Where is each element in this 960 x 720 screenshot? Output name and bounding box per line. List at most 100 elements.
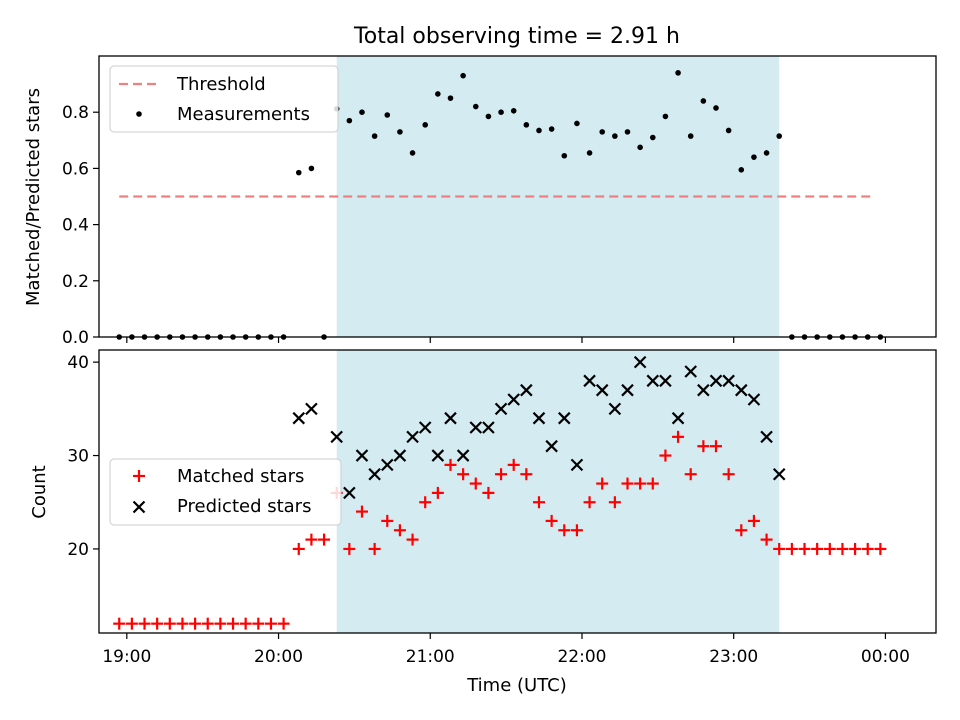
top-y-tick-label: 0.8 — [62, 103, 89, 123]
measurement-point — [384, 112, 391, 118]
top-x-ticks — [126, 337, 887, 343]
bottom-observing-window — [336, 350, 780, 633]
legend-measurements-label: Measurements — [177, 104, 310, 125]
top-y-tick-label: 0.2 — [62, 272, 89, 292]
measurement-point — [675, 70, 681, 76]
predicted-point-b — [633, 355, 647, 369]
predicted-point-b — [570, 458, 584, 472]
predicted-point — [393, 449, 407, 462]
bottom-legend-box — [109, 458, 342, 526]
matched-point — [113, 617, 126, 630]
measurement-point — [447, 95, 454, 101]
measurement-point — [397, 129, 403, 135]
predicted-point-b — [608, 402, 622, 416]
measurement-point — [359, 109, 365, 115]
measurement-point — [346, 117, 353, 124]
matched-point — [874, 542, 887, 555]
predicted-point — [292, 411, 306, 425]
bottom-y-axis-label: Count — [29, 465, 50, 518]
matched-point — [697, 440, 710, 453]
predicted-point — [380, 458, 394, 472]
measurement-point — [308, 165, 315, 172]
matched-point — [545, 514, 558, 527]
bottom-panel: 20 30 40 19:00 20:00 21:00 22:00 23:00 00:00 Co… — [29, 349, 937, 696]
measurement-point — [536, 127, 542, 134]
matched-point — [785, 542, 798, 555]
x-tick-label: 22:00 — [557, 647, 606, 667]
legend-matched-marker — [133, 470, 145, 482]
matched-point — [747, 514, 760, 527]
matched-point — [227, 617, 240, 630]
matched-point — [672, 430, 685, 443]
matched-point — [318, 533, 331, 546]
matched-point — [239, 617, 252, 630]
top-y-axis-label: Matched/Predicted stars — [23, 88, 44, 306]
predicted-point — [406, 430, 419, 444]
predicted-point-b — [545, 439, 558, 453]
predicted-point-b — [558, 411, 571, 425]
predicted-point-b — [406, 430, 419, 444]
predicted-point-b — [583, 374, 596, 388]
matched-point — [393, 524, 406, 537]
predicted-point-b — [747, 393, 761, 406]
matched-point — [151, 617, 164, 630]
bottom-y-tick-label: 40 — [67, 353, 89, 373]
predicted-point — [747, 393, 761, 406]
predicted-point-b — [456, 449, 470, 462]
predicted-point — [722, 374, 735, 388]
legend-matched-label: Matched stars — [177, 466, 304, 487]
matched-point — [861, 542, 874, 555]
predicted-point — [368, 467, 381, 481]
predicted-point-b — [292, 411, 306, 425]
matched-point — [444, 458, 457, 471]
measurement-point — [422, 122, 429, 128]
predicted-point — [709, 374, 723, 388]
matched-point — [836, 542, 849, 555]
predicted-point-b — [482, 421, 495, 434]
predicted-point-b — [621, 383, 634, 397]
bottom-y-ticks: 20 30 40 — [67, 353, 99, 560]
predicted-point-b — [393, 449, 407, 462]
bottom-y-tick-label: 20 — [67, 540, 89, 560]
predicted-point — [646, 374, 660, 388]
measurement-point — [687, 133, 694, 139]
predicted-point — [431, 449, 445, 462]
measurement-point — [725, 127, 732, 134]
predicted-point — [343, 486, 356, 500]
predicted-point-b — [305, 402, 318, 416]
legend-predicted-marker — [132, 500, 146, 514]
measurement-point — [561, 152, 568, 159]
matched-point — [722, 468, 735, 481]
predicted-point-b — [671, 411, 685, 425]
measurement-point — [700, 98, 707, 104]
measurement-point — [586, 150, 593, 156]
matched-point — [189, 617, 202, 630]
measurement-point — [435, 91, 441, 97]
predicted-point — [583, 374, 596, 388]
predicted-point-b — [494, 402, 508, 416]
legend-measurements-swatch — [136, 111, 142, 117]
matched-point — [735, 524, 748, 537]
predicted-point-b — [418, 421, 432, 434]
predicted-point — [418, 421, 432, 434]
matched-point — [621, 477, 634, 490]
predicted-point — [684, 365, 697, 378]
predicted-point-b — [532, 411, 546, 425]
predicted-point-b — [709, 374, 723, 388]
matched-point — [277, 617, 290, 630]
predicted-point-b — [520, 383, 533, 397]
top-y-tick-label: 0.6 — [62, 159, 89, 179]
predicted-point — [482, 421, 495, 434]
matched-point — [849, 542, 862, 555]
matched-point — [355, 505, 368, 518]
matched-point — [495, 468, 508, 481]
matched-point — [482, 486, 495, 499]
matched-point — [214, 617, 227, 630]
matched-point — [773, 542, 786, 555]
measurement-point — [738, 167, 745, 173]
matched-point — [343, 542, 356, 555]
matched-point — [201, 617, 214, 630]
measurement-point — [523, 122, 530, 128]
x-tick-label: 19:00 — [102, 647, 151, 667]
predicted-point-b — [469, 421, 483, 434]
